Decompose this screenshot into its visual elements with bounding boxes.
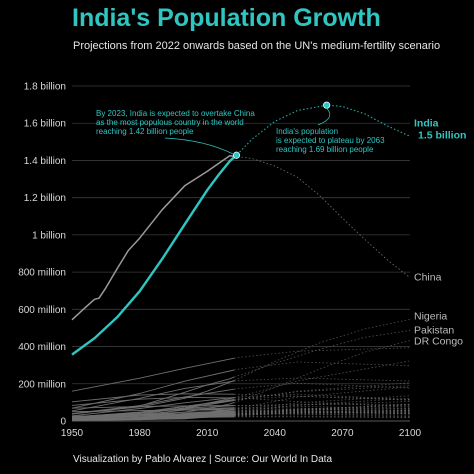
country-8-projection-line	[234, 382, 411, 390]
y-tick-label: 1.8 billion	[24, 82, 66, 93]
annotation-overtake-line: By 2023, India is expected to overtake C…	[96, 109, 255, 118]
y-tick-label: 0	[60, 417, 66, 428]
country-43-projection-line	[234, 409, 411, 417]
y-tick-label: 400 million	[18, 342, 66, 353]
country-12-line	[71, 396, 235, 406]
country-7-projection-line	[234, 377, 411, 382]
x-tick-label: 2070	[331, 428, 354, 439]
country-40-projection-line	[234, 404, 411, 416]
country-5-line	[71, 357, 235, 392]
country-44-projection-line	[234, 416, 411, 418]
annotation-overtake-leader	[164, 137, 234, 155]
y-tick-label: 800 million	[18, 268, 66, 279]
country-45-projection-line	[234, 413, 411, 416]
country-6-line	[71, 369, 235, 409]
country-6-projection-line	[234, 361, 411, 371]
annotation-plateau-leader	[317, 107, 331, 126]
country-10-line	[71, 396, 235, 417]
india-line	[71, 156, 235, 356]
annotation-plateau-line: reaching 1.69 billion people	[276, 145, 374, 154]
pakistan-label: Pakistan	[414, 324, 454, 336]
footer-credit: Visualization by Pablo Alvarez | Source:…	[73, 454, 333, 465]
country-22-projection-line	[234, 403, 410, 407]
x-axis-ticks: 1950 1980 2010 2040 2070 2100	[61, 428, 422, 439]
overtake-marker	[232, 151, 241, 159]
nigeria-projection-line	[234, 319, 411, 381]
annotation-overtake-line: reaching 1.42 billion people	[96, 127, 194, 136]
grid-lines	[72, 85, 410, 422]
y-tick-label: 600 million	[18, 305, 66, 316]
nigeria-label: Nigeria	[414, 310, 447, 322]
chart-subtitle: Projections from 2022 onwards based on t…	[73, 40, 441, 52]
y-tick-label: 200 million	[18, 379, 66, 390]
dr-congo-label: DR Congo	[414, 336, 463, 348]
y-tick-label: 1.6 billion	[24, 119, 66, 130]
annotation-overtake-line: as the most populous country in the worl…	[96, 118, 244, 127]
y-tick-label: 1 billion	[32, 230, 66, 241]
country-13-projection-line	[234, 395, 411, 400]
dr-congo-projection-line	[234, 340, 411, 403]
x-tick-label: 2040	[264, 428, 287, 439]
y-axis-ticks: 0 200 million 400 million 600 million 800 mi…	[18, 82, 66, 428]
china-label: China	[414, 272, 442, 284]
country-22-line	[71, 405, 235, 418]
country-29-projection-line	[234, 409, 411, 414]
country-44-line	[71, 416, 235, 420]
country-5-projection-line	[234, 347, 411, 359]
annotations: By 2023, India is expected to overtake C…	[96, 101, 385, 159]
chart-title: India's Population Growth	[72, 4, 381, 32]
country-28-line	[71, 411, 235, 419]
country-19-projection-line	[234, 386, 411, 410]
pakistan-projection-line	[234, 330, 411, 378]
india-label: India	[414, 117, 439, 129]
pakistan-line	[71, 376, 235, 415]
highlighted-country-lines	[71, 104, 411, 356]
country-32-projection-line	[234, 413, 411, 417]
country-32-line	[71, 412, 235, 417]
y-tick-label: 1.2 billion	[24, 193, 66, 204]
country-45-line	[71, 414, 235, 420]
country-15-projection-line	[234, 382, 411, 401]
country-8-line	[71, 388, 235, 415]
country-9-line	[71, 393, 235, 403]
china-projection-line	[234, 155, 411, 279]
x-tick-label: 1950	[61, 428, 84, 439]
annotation-plateau-line: India's population	[276, 127, 338, 136]
x-tick-label: 1980	[128, 428, 151, 439]
india-label: 1.5 billion	[418, 129, 466, 141]
country-7-line	[71, 380, 235, 412]
annotation-plateau-line: is expected to plateau by 2063	[276, 136, 385, 145]
y-tick-label: 1.4 billion	[24, 156, 66, 167]
country-17-projection-line	[234, 407, 411, 411]
country-18-line	[71, 404, 235, 409]
x-tick-label: 2010	[196, 428, 219, 439]
china-line	[71, 155, 235, 321]
x-tick-label: 2100	[399, 428, 422, 439]
other-country-lines	[71, 319, 411, 421]
plateau-marker	[323, 101, 331, 109]
